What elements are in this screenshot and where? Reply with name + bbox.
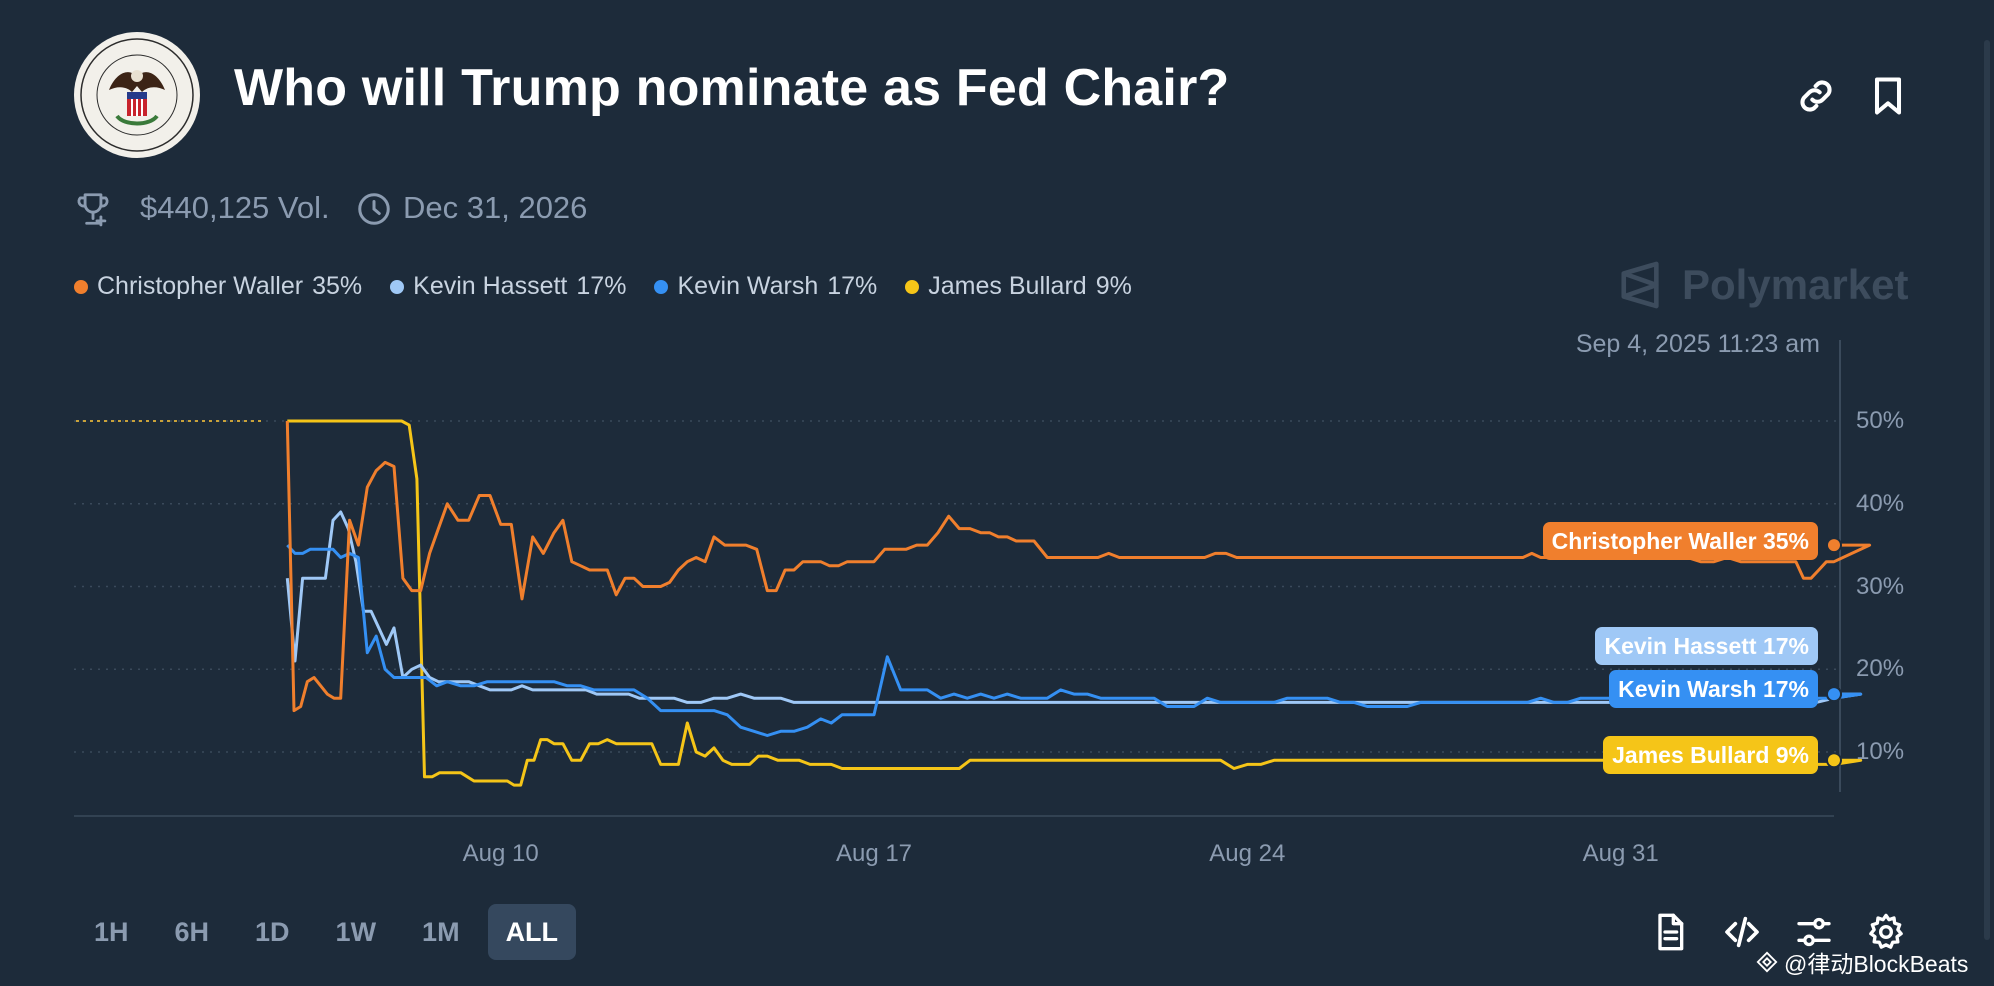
page-scrollbar[interactable]	[1984, 40, 1990, 940]
series-end-dot	[1826, 686, 1842, 703]
polymarket-logo-icon	[1621, 261, 1659, 309]
legend-dot	[390, 279, 405, 294]
legend-pct: 35%	[312, 272, 363, 300]
code-icon[interactable]	[1722, 912, 1762, 952]
range-1d-button[interactable]: 1D	[255, 917, 290, 947]
legend-item: James Bullard 9%	[905, 272, 1132, 301]
y-tick-label: 40%	[1856, 489, 1905, 517]
legend-item: Kevin Hassett 17%	[390, 272, 626, 301]
diamond-icon	[1756, 951, 1778, 973]
legend-dot	[74, 279, 88, 294]
time-range-selector: 1H 6H 1D 1W 1M ALL	[76, 904, 577, 960]
x-tick-label: Aug 17	[835, 840, 913, 867]
series-line-james-bullard	[287, 419, 1863, 787]
legend-label: Christopher Waller	[97, 272, 304, 300]
chart-legend: Christopher Waller 35% Kevin Hassett 17% K…	[74, 272, 1132, 301]
series-end-dot	[1826, 537, 1842, 554]
end-date-text: Dec 31, 2026	[403, 190, 588, 225]
series-line-christopher-waller	[285, 420, 1872, 713]
range-1w-button[interactable]: 1W	[335, 917, 377, 947]
legend-pct: 17%	[576, 272, 627, 300]
legend-label: James Bullard	[928, 272, 1087, 300]
polymarket-brand: Polymarket	[1618, 260, 1908, 310]
range-all-button[interactable]: ALL	[487, 904, 577, 960]
bookmark-icon[interactable]	[1866, 74, 1910, 118]
legend-pct: 17%	[827, 272, 878, 300]
trophy-icon	[77, 193, 109, 227]
x-tick-label: Aug 10	[462, 840, 539, 867]
sliders-icon[interactable]	[1794, 912, 1834, 952]
x-tick-label: Aug 24	[1209, 840, 1286, 867]
legend-dot	[905, 279, 920, 294]
range-1m-button[interactable]: 1M	[422, 917, 460, 947]
y-tick-label: 10%	[1856, 738, 1905, 765]
page-title: Who will Trump nominate as Fed Chair?	[234, 59, 1230, 117]
y-tick-label: 50%	[1856, 407, 1905, 434]
range-6h-button[interactable]: 6H	[174, 917, 210, 947]
brand-name: Polymarket	[1682, 261, 1909, 308]
legend-dot	[654, 279, 669, 294]
legend-label: Kevin Warsh	[677, 272, 819, 300]
gear-icon[interactable]	[1866, 912, 1906, 952]
link-icon[interactable]	[1794, 74, 1838, 118]
legend-label: Kevin Hassett	[413, 272, 568, 300]
fed-seal-logo	[74, 32, 200, 158]
y-tick-label: 30%	[1856, 572, 1905, 600]
legend-item: Kevin Warsh 17%	[654, 272, 877, 301]
legend-item: Christopher Waller 35%	[74, 272, 362, 301]
clock-icon	[358, 193, 390, 225]
y-tick-label: 20%	[1856, 655, 1905, 683]
series-line-kevin-warsh	[286, 544, 1863, 737]
watermark: @律动BlockBeats	[1756, 945, 1968, 979]
series-line-kevin-hassett	[285, 510, 1863, 704]
volume-text: $440,125 Vol.	[140, 190, 330, 225]
document-icon[interactable]	[1650, 912, 1690, 952]
legend-pct: 9%	[1095, 272, 1132, 300]
series-end-dot	[1826, 752, 1842, 769]
watermark-text: @律动BlockBeats	[1784, 951, 1969, 977]
hover-date: Sep 4, 2025 11:23 am	[1575, 330, 1820, 358]
x-tick-label: Aug 31	[1582, 840, 1659, 867]
range-1h-button[interactable]: 1H	[94, 917, 129, 947]
